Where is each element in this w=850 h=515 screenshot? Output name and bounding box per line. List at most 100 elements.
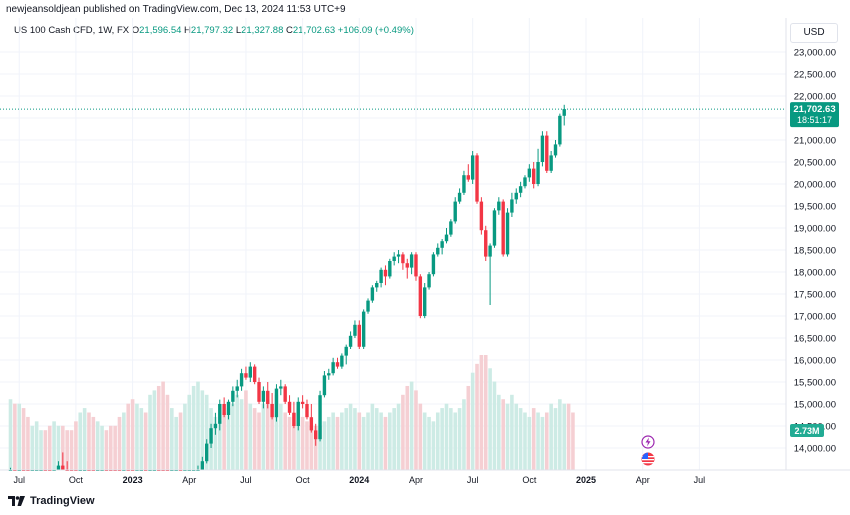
candle bbox=[370, 285, 375, 303]
volume-bar bbox=[117, 416, 122, 470]
candle bbox=[61, 452, 65, 470]
volume-bar bbox=[553, 408, 558, 470]
candle-body bbox=[497, 201, 501, 211]
candle-body bbox=[423, 287, 427, 316]
volume-bar bbox=[453, 412, 458, 470]
volume-bar bbox=[361, 416, 366, 470]
volume-bar bbox=[497, 394, 501, 470]
candle-body bbox=[296, 401, 300, 426]
x-tick-label: Apr bbox=[182, 475, 196, 485]
candle bbox=[375, 280, 379, 292]
ohlc-open-value: 21,596.54 bbox=[139, 25, 182, 36]
ohlc-high-label: H bbox=[184, 25, 191, 36]
symbol-name[interactable]: US 100 Cash CFD, 1W, FX bbox=[14, 25, 130, 36]
candle bbox=[558, 113, 562, 147]
candle bbox=[348, 331, 353, 349]
volume-bar bbox=[26, 416, 30, 470]
volume-bar bbox=[30, 425, 35, 470]
volume-bar bbox=[527, 416, 532, 470]
candle bbox=[287, 395, 292, 415]
y-tick-label: 23,000.00 bbox=[794, 48, 836, 59]
ohlc-close-value: 21,702.63 bbox=[292, 25, 336, 36]
volume-bar bbox=[457, 408, 462, 470]
candle-body bbox=[244, 373, 248, 378]
volume-bar bbox=[401, 394, 405, 470]
volume-bar bbox=[95, 421, 100, 470]
volume-bar bbox=[104, 430, 109, 470]
candle bbox=[457, 188, 462, 204]
x-tick-label: Jul bbox=[694, 475, 706, 485]
currency-button[interactable]: USD bbox=[790, 23, 838, 43]
candle-body bbox=[392, 256, 396, 261]
candle bbox=[209, 423, 213, 448]
y-tick-label: 16,500.00 bbox=[794, 334, 836, 345]
candle bbox=[414, 252, 418, 281]
candle bbox=[327, 368, 331, 380]
volume-bar bbox=[34, 421, 39, 470]
volume-bar bbox=[69, 430, 74, 470]
candle-body bbox=[549, 155, 553, 171]
candle-body bbox=[405, 263, 409, 268]
candle bbox=[257, 377, 261, 404]
volume-bar bbox=[562, 403, 567, 470]
x-tick-label: Jul bbox=[467, 475, 479, 485]
candle-body bbox=[309, 417, 314, 431]
volume-bar bbox=[418, 403, 423, 470]
published-by-line: newjeansoldjean published on TradingView… bbox=[6, 4, 346, 15]
candle-body bbox=[453, 201, 457, 222]
candle bbox=[283, 384, 287, 404]
time-scale[interactable]: Jul Oct 2023 Apr Jul Oct 2024 Apr Jul Oct 2025 Apr J… bbox=[13, 475, 705, 485]
volume-bar bbox=[235, 394, 240, 470]
candle-body bbox=[61, 465, 65, 470]
volume-bar bbox=[427, 416, 431, 470]
lightning-event-icon[interactable] bbox=[641, 435, 655, 449]
candle bbox=[218, 399, 222, 431]
volume-bar bbox=[231, 403, 235, 470]
candle-body bbox=[479, 201, 484, 231]
candle bbox=[527, 164, 532, 182]
candle bbox=[444, 228, 449, 244]
candle-body bbox=[213, 423, 218, 429]
candle-body bbox=[370, 287, 375, 301]
volume-bar bbox=[370, 403, 375, 470]
volume-bar bbox=[326, 416, 331, 470]
candle-body bbox=[348, 335, 353, 347]
volume-bar bbox=[470, 372, 475, 470]
candle bbox=[252, 364, 257, 385]
volume-bar bbox=[222, 412, 226, 470]
last-price-badge-bg bbox=[790, 102, 839, 128]
volume-bar bbox=[379, 412, 383, 470]
candle bbox=[540, 131, 545, 167]
y-tick-label: 19,500.00 bbox=[794, 202, 836, 213]
candle-body bbox=[532, 168, 536, 184]
ohlc-low-value: 21,327.88 bbox=[241, 25, 284, 36]
candle bbox=[318, 390, 322, 442]
y-tick-label: 20,000.00 bbox=[794, 180, 836, 191]
volume-bar bbox=[414, 390, 418, 470]
volume-bar bbox=[435, 412, 440, 470]
volume-bar bbox=[388, 412, 392, 470]
candle bbox=[396, 250, 401, 264]
candle-body bbox=[562, 109, 566, 116]
volume-bar bbox=[444, 403, 449, 470]
volume-bar bbox=[39, 430, 43, 470]
candle-body bbox=[492, 210, 497, 246]
candle bbox=[331, 357, 335, 376]
candle-body bbox=[200, 461, 205, 470]
candle-body bbox=[261, 390, 266, 402]
candle bbox=[231, 386, 235, 407]
volume-bar bbox=[510, 394, 514, 470]
volume-bar bbox=[340, 412, 344, 470]
volume-bar bbox=[21, 408, 26, 470]
us-flag-event-icon[interactable] bbox=[641, 452, 655, 466]
candle-body bbox=[514, 192, 518, 200]
volume-bar bbox=[91, 416, 96, 470]
candle-body bbox=[327, 373, 331, 376]
tradingview-logo-icon bbox=[8, 496, 25, 506]
candle bbox=[226, 399, 231, 420]
volume-bar bbox=[396, 403, 401, 470]
candle bbox=[423, 283, 427, 319]
volume-bar bbox=[344, 408, 349, 470]
footer-brand[interactable]: TradingView bbox=[8, 495, 95, 507]
